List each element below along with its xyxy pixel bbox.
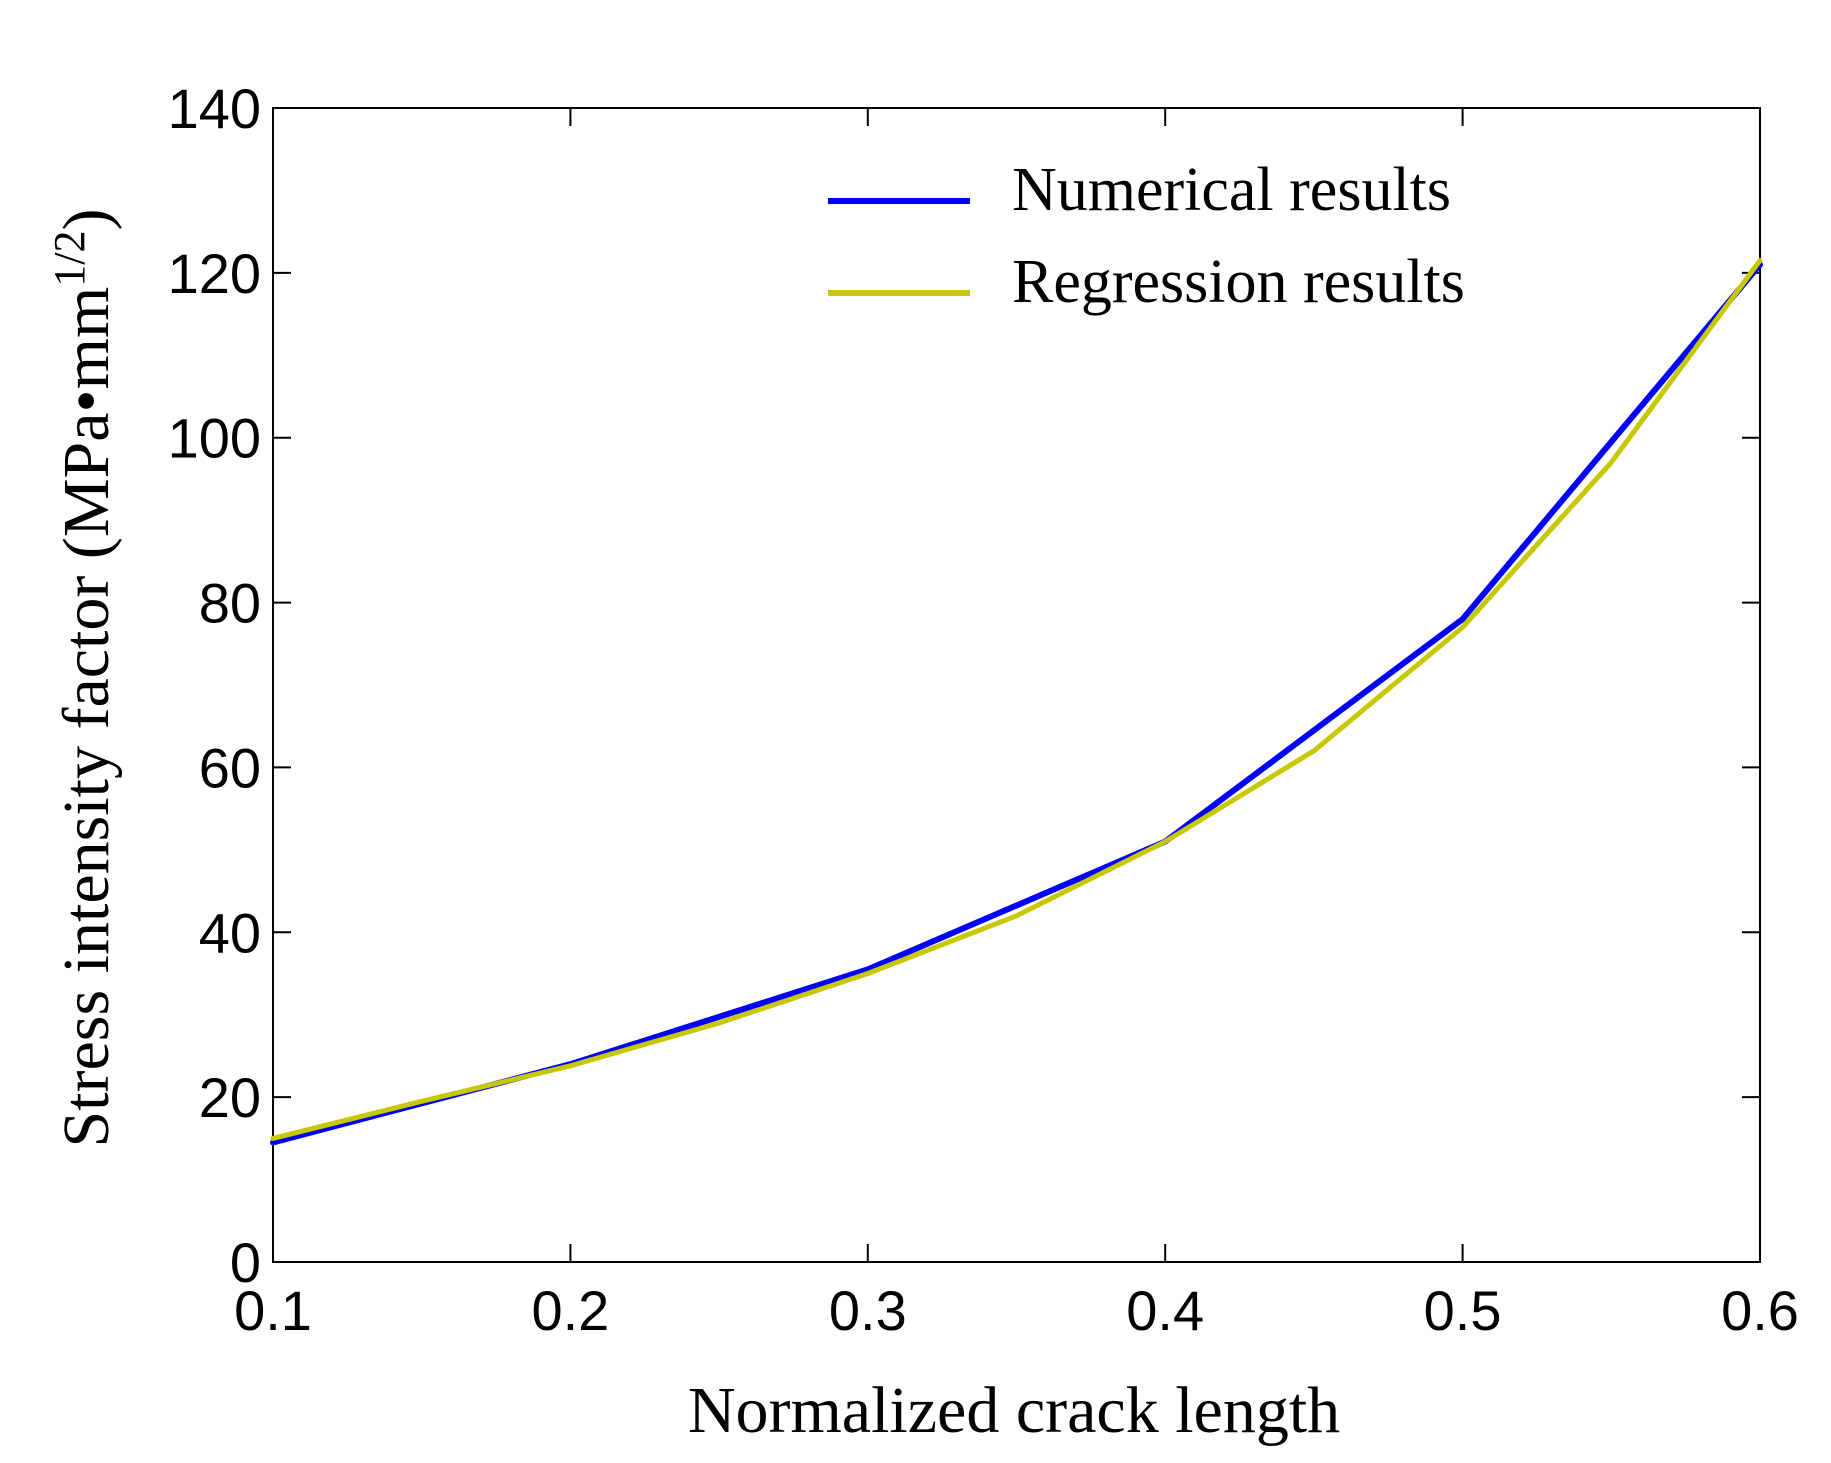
x-axis-label: Normalized crack length	[688, 1374, 1340, 1447]
y-tick-label: 60	[199, 736, 261, 799]
y-tick-label: 0	[230, 1231, 261, 1294]
x-tick-label: 0.2	[531, 1279, 609, 1342]
y-tick-label: 100	[168, 407, 261, 470]
plot-area-border	[272, 107, 1761, 1263]
x-tick-label: 0.1	[234, 1279, 312, 1342]
y-tick-labels: 0 20 40 60 80 100 120 140	[168, 77, 261, 1294]
x-tick-label: 0.6	[1721, 1279, 1799, 1342]
y-axis-label-close: )	[50, 208, 123, 230]
y-axis-label: Stress intensity factor (MPa•mm1/2)	[45, 208, 123, 1147]
legend: Numerical results Regression results	[828, 156, 1465, 316]
x-tick-label: 0.5	[1424, 1279, 1502, 1342]
series-lines	[270, 258, 1763, 1146]
x-tick-label: 0.3	[829, 1279, 907, 1342]
x-tick-labels: 0.1 0.2 0.3 0.4 0.5 0.6	[234, 1279, 1799, 1342]
x-tick-label: 0.4	[1126, 1279, 1204, 1342]
y-tick-label: 120	[168, 242, 261, 305]
y-axis-label-main: Stress intensity factor (MPa•mm	[50, 287, 123, 1148]
y-tick-label: 40	[199, 901, 261, 964]
plot-frame	[272, 107, 1761, 1263]
axis-ticks	[272, 107, 1761, 1263]
y-tick-label: 80	[199, 572, 261, 635]
legend-label-numerical: Numerical results	[1012, 156, 1451, 224]
series-line-regression	[270, 258, 1763, 1141]
y-axis-label-superscript: 1/2	[45, 230, 94, 286]
y-tick-label: 20	[199, 1066, 261, 1129]
y-tick-label: 140	[168, 77, 261, 140]
legend-label-regression: Regression results	[1012, 248, 1465, 316]
series-line-numerical	[270, 261, 1763, 1146]
